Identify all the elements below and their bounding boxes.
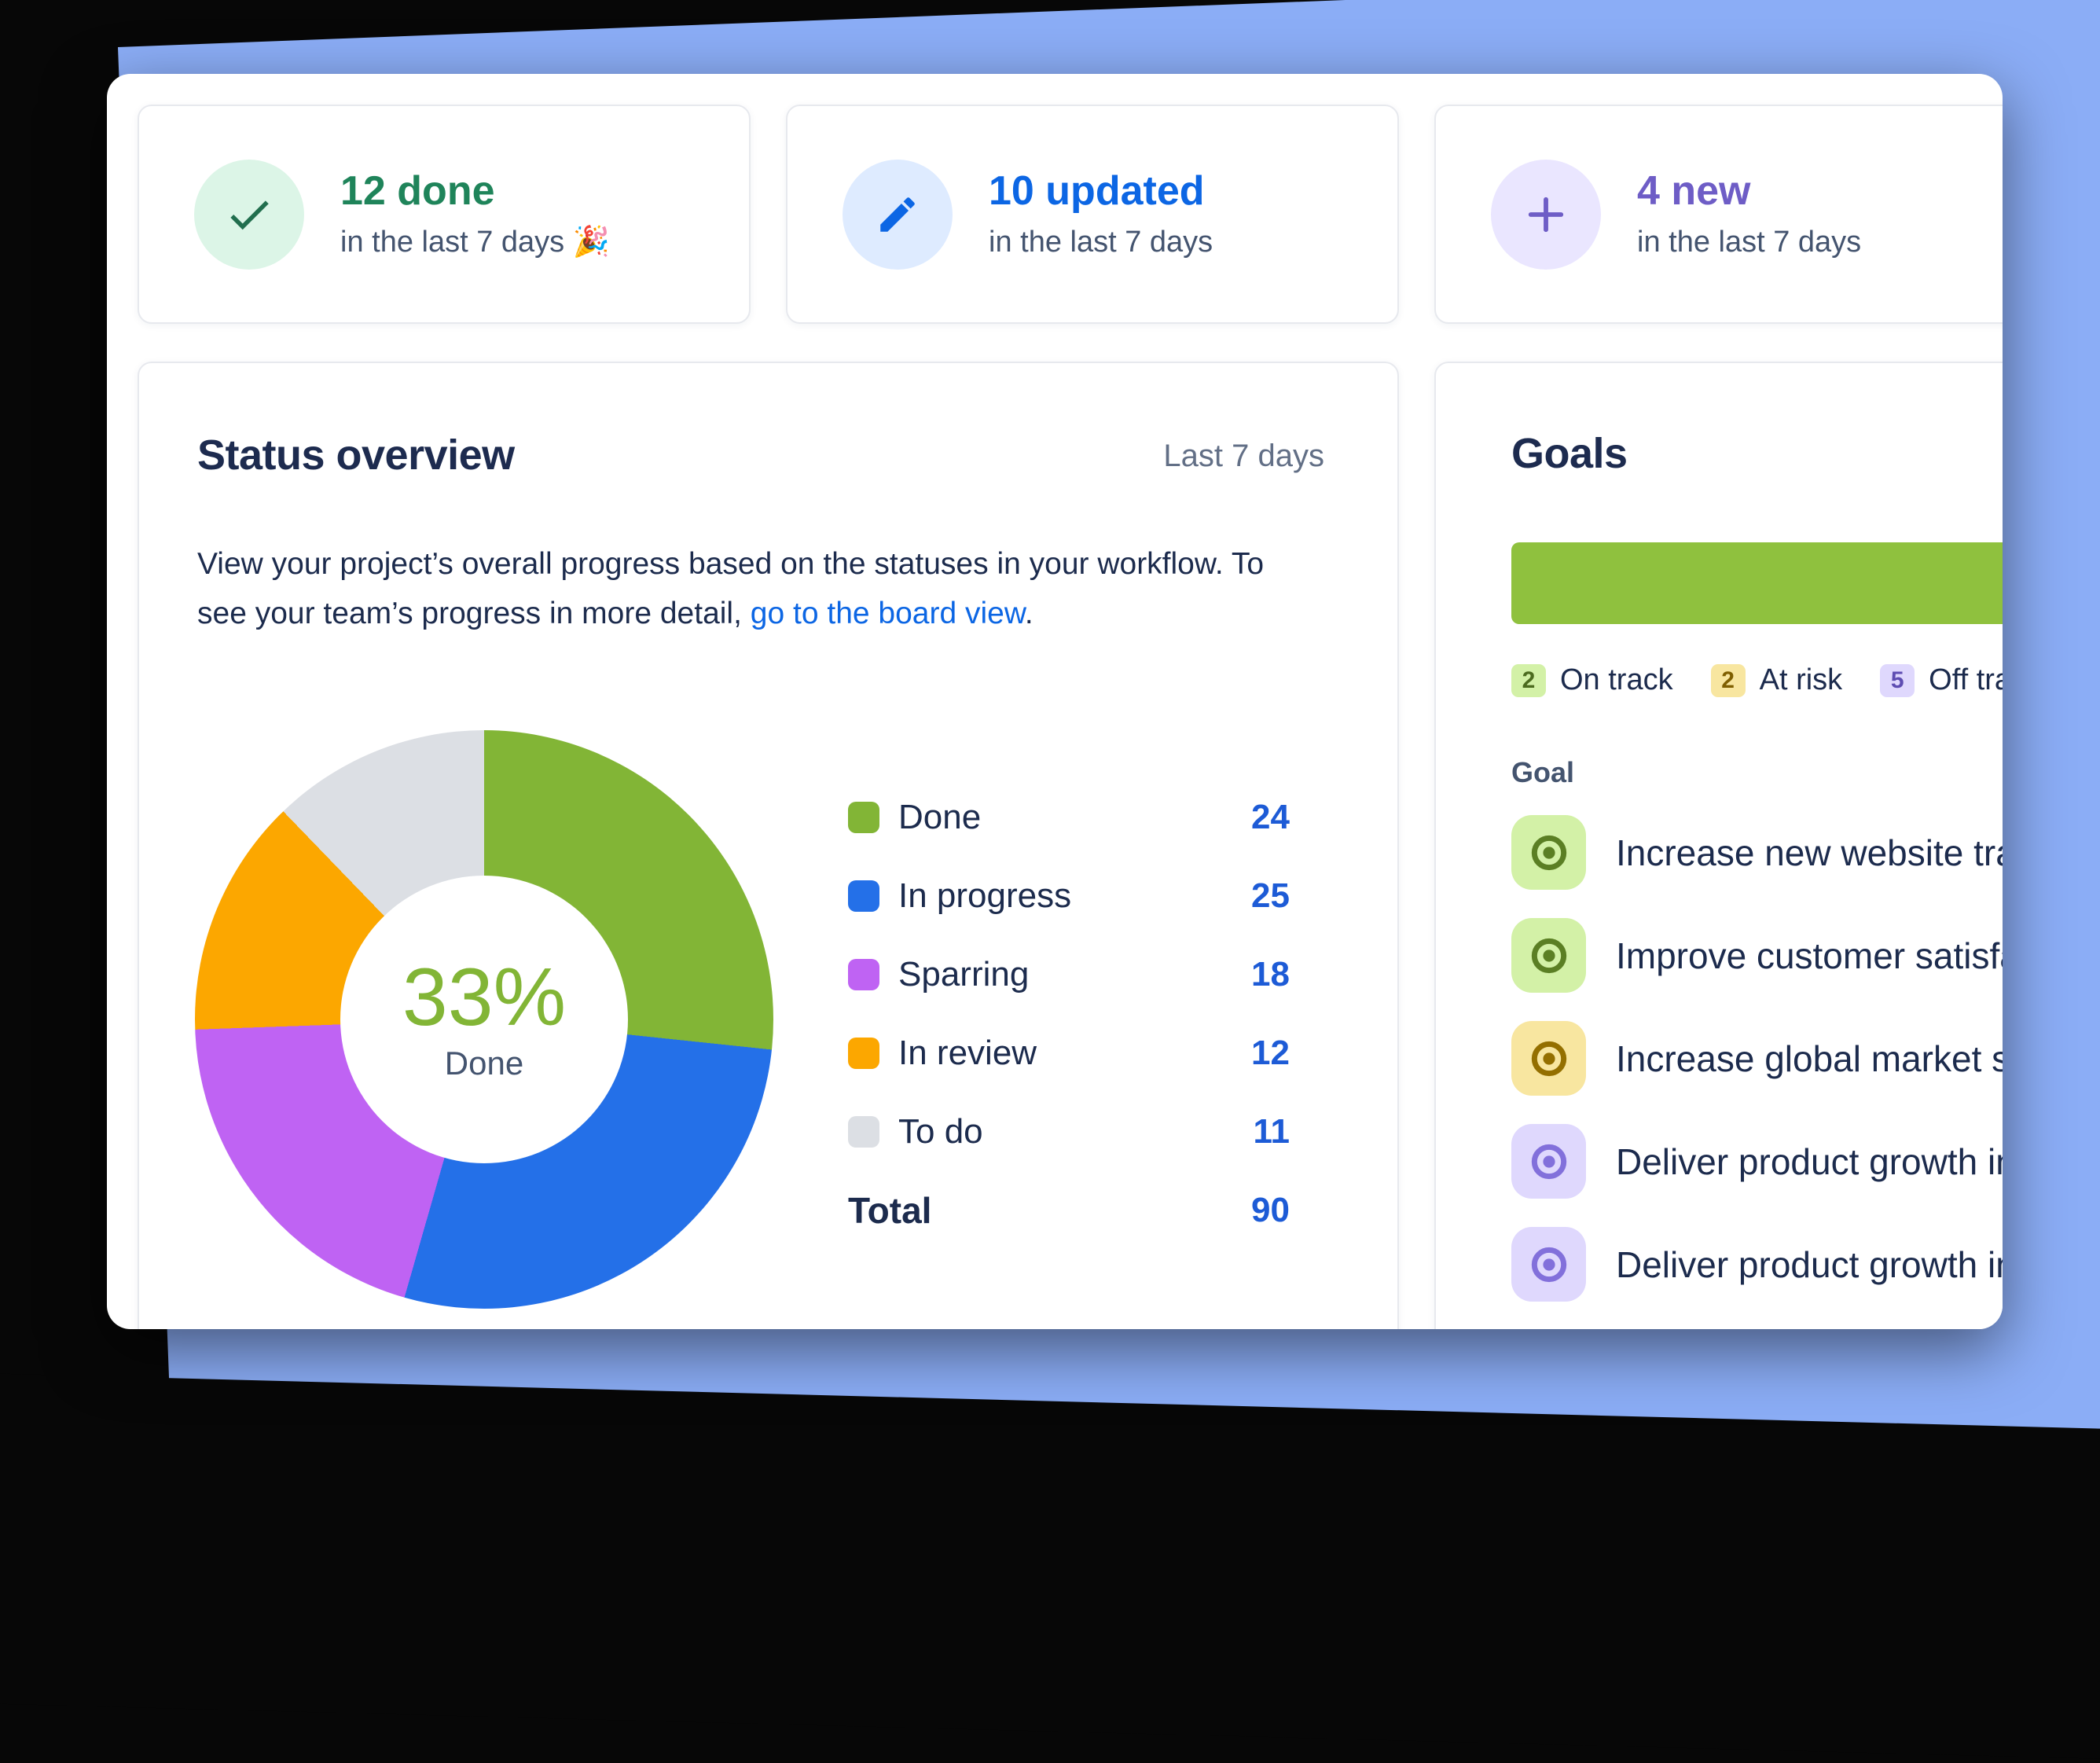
pencil-icon xyxy=(880,197,915,232)
donut-center: 33% Done xyxy=(340,876,628,1163)
stat-text: 12 done in the last 7 days 🎉 xyxy=(340,167,611,259)
stat-text: 10 updated in the last 7 days xyxy=(989,169,1213,259)
goal-row[interactable]: Increase new website traffic xyxy=(1511,815,2003,890)
legend-value: 11 xyxy=(1253,1112,1290,1151)
legend-swatch xyxy=(848,959,879,990)
goal-count-badge: 2 xyxy=(1710,663,1746,697)
stat-value: 4 new xyxy=(1637,168,1751,215)
target-icon-tile xyxy=(1511,1124,1586,1199)
target-icon xyxy=(1531,1041,1566,1076)
legend-total-row: Total 90 xyxy=(848,1171,1290,1250)
goal-row[interactable]: Deliver product growth initiatives xyxy=(1511,1124,2003,1199)
goal-label: Increase new website traffic xyxy=(1616,832,2003,873)
legend-label: Sparring xyxy=(898,955,1030,994)
dashboard-card: 12 done in the last 7 days 🎉 10 updated … xyxy=(107,74,2003,1329)
target-icon-tile xyxy=(1511,1227,1586,1302)
stat-card-updated[interactable]: 10 updated in the last 7 days xyxy=(786,105,1399,324)
stat-subtitle: in the last 7 days xyxy=(1637,225,1862,259)
goals-legend-on-track: 2 On track xyxy=(1511,663,1673,697)
target-icon-tile xyxy=(1511,815,1586,890)
goals-legend-at-risk: 2 At risk xyxy=(1710,663,1843,697)
goal-legend-label: On track xyxy=(1560,663,1673,696)
status-description-text: View your project’s overall progress bas… xyxy=(197,547,1265,631)
stat-subtitle: in the last 7 days xyxy=(989,225,1213,259)
target-icon xyxy=(1531,1247,1566,1282)
goal-count-badge: 2 xyxy=(1511,663,1546,697)
plus-icon-circle xyxy=(1491,159,1601,270)
status-description-period: . xyxy=(1024,597,1033,631)
donut-center-label: Done xyxy=(444,1045,524,1082)
goals-legend-off-track: 5 Off track xyxy=(1880,663,2003,697)
legend-swatch xyxy=(848,880,879,912)
target-icon xyxy=(1531,835,1566,870)
donut-center-percent: 33% xyxy=(402,952,567,1043)
background-bottom-shape xyxy=(0,1372,2100,1763)
plus-icon xyxy=(1528,197,1564,232)
legend-row: To do 11 xyxy=(848,1093,1290,1171)
legend-value: 18 xyxy=(1251,955,1290,994)
status-description: View your project’s overall progress bas… xyxy=(197,539,1301,638)
goal-label: Increase global market share xyxy=(1616,1038,2003,1079)
goals-panel: Goals 2 On track 2 At risk 5 Off track G… xyxy=(1434,362,2003,1329)
legend-swatch xyxy=(848,1038,879,1069)
goal-label: Deliver product growth initiatives xyxy=(1616,1243,2003,1285)
legend-label: Done xyxy=(898,798,982,836)
legend-row: Sparring 18 xyxy=(848,935,1290,1014)
period-label: Last 7 days xyxy=(1163,439,1324,473)
goals-title: Goals xyxy=(1511,430,1628,477)
legend-row: Done 24 xyxy=(848,778,1290,857)
legend-row: In review 12 xyxy=(848,1014,1290,1093)
pencil-icon-circle xyxy=(843,159,953,270)
legend-value: 24 xyxy=(1251,798,1290,836)
goals-progress-bar xyxy=(1511,542,2003,624)
status-overview-title: Status overview xyxy=(197,432,515,479)
legend-label: In review xyxy=(898,1034,1037,1072)
legend-swatch xyxy=(848,1116,879,1148)
total-label: Total xyxy=(848,1190,932,1231)
stat-value: 10 updated xyxy=(989,168,1205,215)
goal-label: Deliver product growth initiatives xyxy=(1616,1140,2003,1182)
goal-legend-label: At risk xyxy=(1759,663,1843,696)
goal-column-header: Goal xyxy=(1511,756,1575,788)
status-overview-panel: Status overview Last 7 days View your pr… xyxy=(138,362,1399,1329)
stat-card-done[interactable]: 12 done in the last 7 days 🎉 xyxy=(138,105,751,324)
goal-count-badge: 5 xyxy=(1880,663,1915,697)
goal-label: Improve customer satisfaction xyxy=(1616,935,2003,976)
target-icon xyxy=(1531,1144,1566,1179)
stat-text: 4 new in the last 7 days xyxy=(1637,169,1861,259)
stat-subtitle: in the last 7 days 🎉 xyxy=(340,226,611,259)
stat-value: 12 done xyxy=(340,167,495,214)
legend-value: 12 xyxy=(1251,1034,1290,1072)
check-icon xyxy=(230,200,269,230)
status-legend: Done 24 In progress 25 Sparring 18 In re… xyxy=(848,778,1290,1250)
goal-row[interactable]: Increase global market share xyxy=(1511,1021,2003,1096)
legend-label: In progress xyxy=(898,876,1072,915)
target-icon-tile xyxy=(1511,1021,1586,1096)
legend-row: In progress 25 xyxy=(848,857,1290,935)
board-view-link[interactable]: go to the board view xyxy=(750,597,1025,631)
goal-row[interactable]: Improve customer satisfaction xyxy=(1511,918,2003,993)
stat-card-new[interactable]: 4 new in the last 7 days xyxy=(1434,105,2003,324)
goal-legend-label: Off track xyxy=(1929,663,2003,696)
goals-legend: 2 On track 2 At risk 5 Off track xyxy=(1511,663,2003,697)
legend-label: To do xyxy=(898,1112,983,1151)
target-icon xyxy=(1531,938,1566,973)
target-icon-tile xyxy=(1511,918,1586,993)
legend-swatch xyxy=(848,802,879,833)
goal-list: Increase new website traffic Improve cus… xyxy=(1511,815,2003,1302)
total-value: 90 xyxy=(1251,1191,1290,1229)
check-icon-circle xyxy=(194,159,304,270)
legend-value: 25 xyxy=(1251,876,1290,915)
goal-row[interactable]: Deliver product growth initiatives xyxy=(1511,1227,2003,1302)
donut-chart[interactable]: 33% Done xyxy=(195,730,773,1309)
